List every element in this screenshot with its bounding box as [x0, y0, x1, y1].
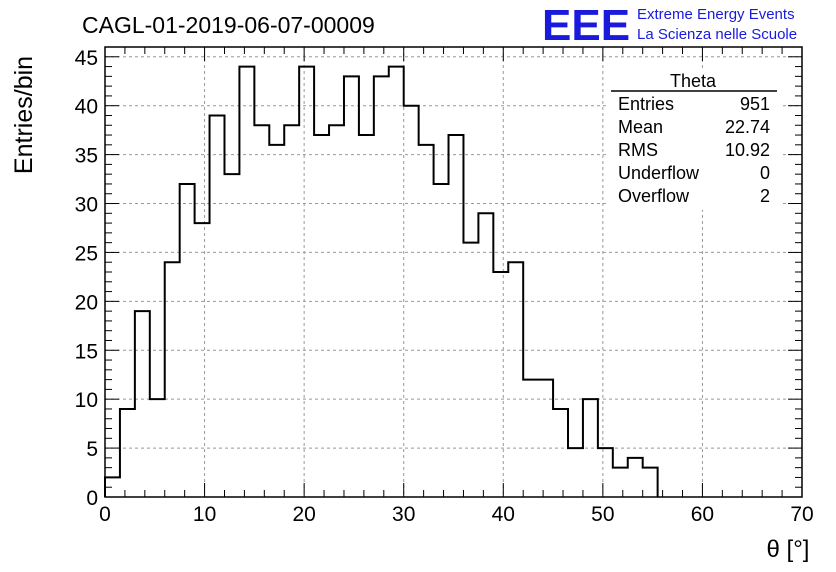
stats-value: 0 — [760, 163, 770, 183]
y-tick-label: 35 — [75, 145, 98, 168]
y-tick-label: 40 — [75, 96, 98, 119]
eee-logo: EEE Extreme Energy Events La Scienza nel… — [542, 1, 797, 50]
x-tick-label: 60 — [691, 503, 714, 526]
axis-ticks — [104, 46, 803, 498]
stats-value: 22.74 — [725, 117, 770, 137]
x-tick-labels: 0 10 20 30 40 50 60 70 — [99, 503, 814, 526]
logo-line2: La Scienza nelle Scuole — [637, 26, 797, 43]
y-tick-label: 20 — [75, 291, 98, 314]
stats-value: 2 — [760, 186, 770, 206]
x-tick-label: 50 — [591, 503, 614, 526]
chart-title: CAGL-01-2019-06-07-00009 — [82, 12, 375, 38]
stats-label: Overflow — [618, 186, 690, 206]
histogram-line — [104, 65, 659, 497]
stats-label: RMS — [618, 140, 658, 160]
y-axis-label: Entries/bin — [10, 56, 38, 174]
stats-value: 951 — [740, 94, 770, 114]
y-tick-label: 15 — [75, 340, 98, 363]
x-tick-label: 30 — [392, 503, 415, 526]
y-tick-labels: 0 5 10 15 20 25 30 35 40 45 — [75, 47, 98, 510]
stats-label: Underflow — [618, 163, 700, 183]
stats-title: Theta — [670, 71, 717, 91]
y-tick-label: 30 — [75, 194, 98, 217]
stats-value: 10.92 — [725, 140, 770, 160]
stats-background — [606, 69, 781, 210]
y-tick-label: 25 — [75, 242, 98, 265]
x-tick-label: 0 — [99, 503, 111, 526]
x-tick-label: 70 — [790, 503, 813, 526]
stats-rows: Entries 951 Mean 22.74 RMS 10.92 Underflow 0 Ove… — [618, 94, 770, 206]
logo-letters: EEE — [542, 1, 630, 50]
stats-label: Mean — [618, 117, 663, 137]
y-tick-label: 45 — [75, 47, 98, 70]
y-tick-label: 0 — [86, 487, 98, 510]
grid-lines — [105, 47, 802, 497]
stats-label: Entries — [618, 94, 674, 114]
y-tick-label: 5 — [86, 438, 98, 461]
logo-line1: Extreme Energy Events — [637, 6, 795, 23]
x-tick-label: 10 — [193, 503, 216, 526]
stats-box: Theta Entries 951 Mean 22.74 RMS 10.92 Underfl… — [606, 69, 781, 210]
x-tick-label: 20 — [292, 503, 315, 526]
y-tick-label: 10 — [75, 389, 98, 412]
x-axis-label: θ [°] — [767, 536, 810, 563]
x-tick-label: 40 — [492, 503, 515, 526]
